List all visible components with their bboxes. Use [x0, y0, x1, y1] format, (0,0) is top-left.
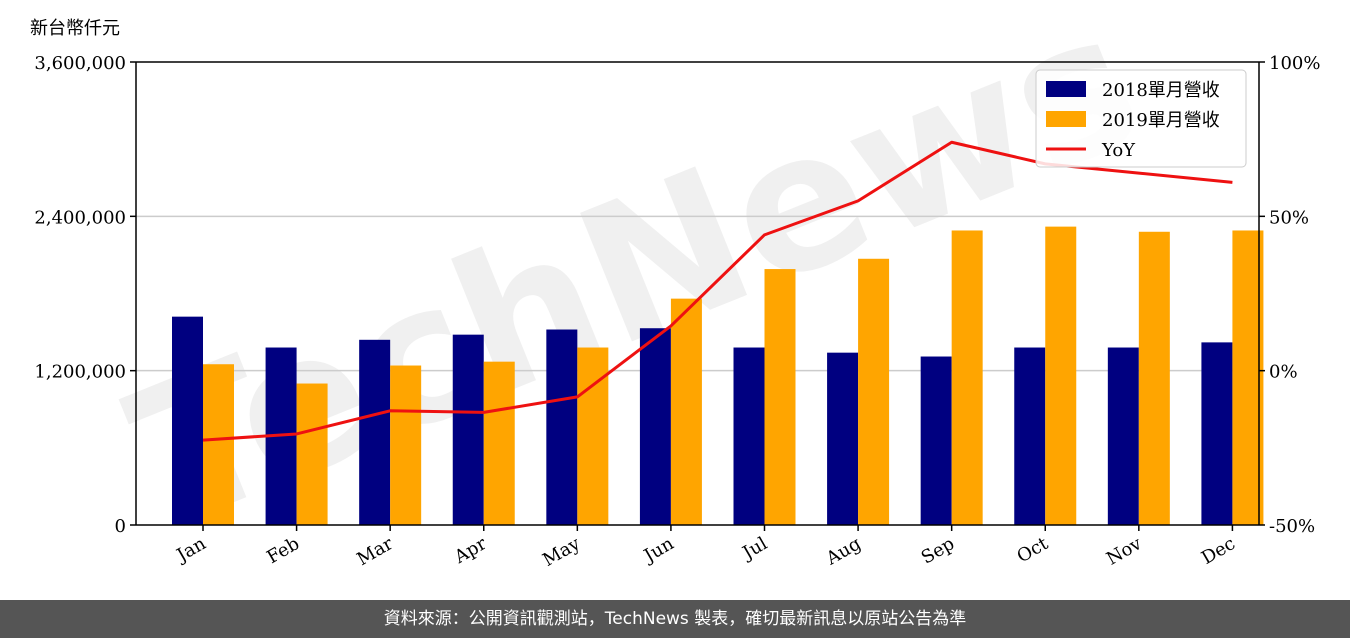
watermark: TechNews	[104, 0, 1167, 570]
bar-2019	[296, 383, 328, 525]
y-left-tick-label: 0	[115, 516, 126, 537]
y-right-tick-label: 0%	[1269, 362, 1298, 383]
source-footer: 資料來源：公開資訊觀測站，TechNews 製表，確切最新訊息以原站公告為準	[0, 600, 1350, 638]
x-tick-label: Nov	[1103, 533, 1146, 570]
bar-2019	[670, 298, 702, 525]
bar-2018	[1014, 347, 1046, 525]
y-left-tick-label: 1,200,000	[34, 362, 126, 383]
axes	[135, 61, 1260, 526]
legend-label: 2018單月營收	[1102, 80, 1220, 101]
legend-swatch	[1046, 81, 1086, 97]
bar-2019	[858, 258, 890, 525]
legend-label: 2019單月營收	[1102, 110, 1220, 131]
legend-label: YoY	[1101, 140, 1136, 161]
y-left-tick-label: 2,400,000	[34, 207, 126, 228]
x-tick-label: Mar	[353, 533, 397, 570]
bar-2019	[577, 347, 609, 525]
y-right-tick-label: 100%	[1269, 53, 1320, 74]
x-tick-label: Aug	[822, 533, 865, 570]
x-tick-label: Oct	[1013, 533, 1052, 568]
x-tick-label: Dec	[1198, 533, 1239, 569]
bar-2019	[1138, 231, 1170, 525]
watermark-text: TechNews	[104, 0, 1167, 570]
x-tick-label: Feb	[263, 533, 303, 568]
legend: 2018單月營收 2019單月營收 YoY	[1035, 69, 1247, 168]
x-tick-label: Jun	[639, 533, 678, 568]
bar-2019	[764, 269, 796, 525]
legend-box	[1035, 69, 1247, 168]
bar-2018	[1201, 342, 1233, 525]
bar-2019	[483, 361, 515, 525]
y-right-tick-label: 50%	[1269, 207, 1309, 228]
x-tick-label: May	[539, 533, 584, 571]
y-left-tick-label: 3,600,000	[34, 53, 126, 74]
bar-2018	[359, 339, 391, 525]
x-tick-label: Sep	[918, 533, 958, 568]
bar-2019	[1045, 226, 1077, 525]
bar-2018	[546, 329, 578, 525]
bar-2018	[452, 334, 484, 525]
bar-2018	[733, 347, 765, 525]
bar-2018	[827, 352, 859, 525]
bar-2018	[172, 316, 203, 525]
bar-2019	[390, 365, 422, 525]
bar-2018	[1107, 347, 1139, 525]
x-tick-label: Jul	[737, 533, 771, 565]
y-right-tick-label: -50%	[1269, 516, 1315, 537]
bar-2018	[639, 328, 671, 525]
bar-2019	[203, 364, 234, 525]
x-tick-label: Apr	[450, 533, 490, 568]
bar-2018	[920, 356, 952, 525]
bar-2019	[951, 230, 983, 525]
y-axis-unit-label: 新台幣仟元	[30, 18, 120, 39]
legend-swatch	[1046, 111, 1086, 127]
revenue-chart: TechNews 0 1,200,000 2,400,000 3,600,000 -50…	[34, 0, 1320, 571]
